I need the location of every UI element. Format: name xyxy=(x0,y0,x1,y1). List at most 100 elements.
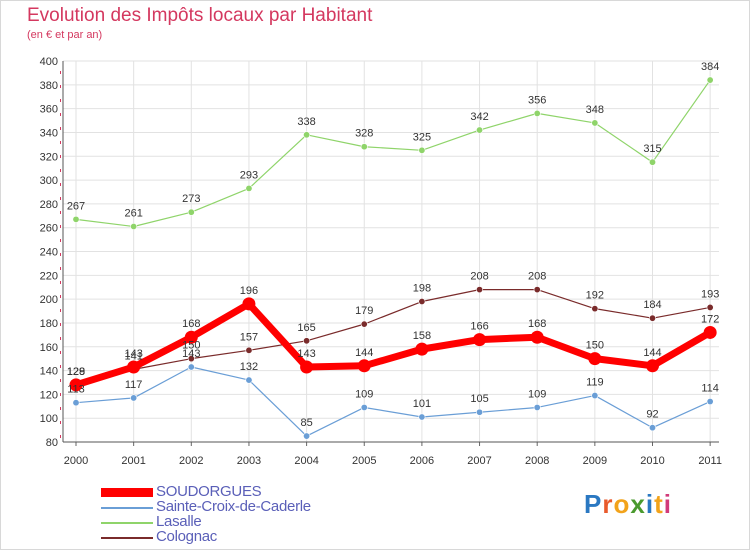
data-label-colognac: 179 xyxy=(355,305,373,317)
axis-dot xyxy=(60,113,61,116)
data-label-colognac: 141 xyxy=(124,350,142,362)
data-label-colognac: 165 xyxy=(297,322,315,334)
y-tick-label: 160 xyxy=(40,342,58,354)
x-tick-label: 2000 xyxy=(64,455,88,467)
data-label-sainte-croix-de-caderle: 117 xyxy=(125,379,143,391)
data-point-colognac xyxy=(187,355,195,363)
legend-item-colognac: Colognac xyxy=(101,528,361,545)
data-point-soudorgues xyxy=(473,333,487,347)
series-line-sainte-croix-de-caderle xyxy=(75,366,711,437)
data-label-colognac: 150 xyxy=(182,340,200,352)
axis-dot xyxy=(60,127,61,130)
data-label-lasalle: 293 xyxy=(240,169,258,181)
data-label-lasalle: 348 xyxy=(586,104,604,116)
y-tick-label: 320 xyxy=(40,151,58,163)
data-point-lasalle xyxy=(533,109,541,117)
proxiti-logo: Proxiti xyxy=(584,489,672,519)
legend-swatch-colognac xyxy=(101,537,153,539)
data-label-colognac: 184 xyxy=(643,299,661,311)
data-point-sainte-croix-de-caderle xyxy=(706,398,714,406)
axis-dot xyxy=(60,309,61,312)
data-label-sainte-croix-de-caderle: 109 xyxy=(528,388,546,400)
axis-dot xyxy=(60,393,61,396)
axis-dot xyxy=(60,337,61,340)
data-label-lasalle: 325 xyxy=(413,131,431,143)
axis-dot xyxy=(60,281,61,284)
data-point-soudorgues xyxy=(588,352,602,366)
data-label-soudorgues: 150 xyxy=(586,340,604,352)
data-label-sainte-croix-de-caderle: 132 xyxy=(240,361,258,373)
legend-label: Sainte-Croix-de-Caderle xyxy=(156,498,311,515)
axis-dot xyxy=(60,435,61,438)
y-tick-label: 380 xyxy=(40,80,58,92)
legend-label: SOUDORGUES xyxy=(156,483,262,500)
data-label-soudorgues: 158 xyxy=(413,330,431,342)
data-point-colognac xyxy=(360,320,368,328)
data-label-sainte-croix-de-caderle: 114 xyxy=(701,383,719,395)
y-tick-label: 220 xyxy=(40,270,58,282)
data-label-lasalle: 328 xyxy=(355,128,373,140)
chart-title: Evolution des Impôts locaux par Habitant xyxy=(27,5,373,26)
axis-dot xyxy=(60,197,61,200)
axis-dot xyxy=(60,351,61,354)
axis-dot xyxy=(60,211,61,214)
axis-dot xyxy=(60,295,61,298)
data-point-colognac xyxy=(648,314,656,322)
data-point-colognac xyxy=(303,337,311,345)
x-tick-label: 2003 xyxy=(237,455,261,467)
data-label-soudorgues: 168 xyxy=(528,318,546,330)
data-label-sainte-croix-de-caderle: 143 xyxy=(182,348,200,360)
data-point-sainte-croix-de-caderle xyxy=(130,394,138,402)
x-tick-label: 2005 xyxy=(352,455,376,467)
y-tick-label: 100 xyxy=(40,413,58,425)
data-label-colognac: 157 xyxy=(240,331,258,343)
data-label-lasalle: 342 xyxy=(470,111,488,123)
y-tick-label: 280 xyxy=(40,199,58,211)
data-label-soudorgues: 172 xyxy=(701,313,719,325)
data-label-sainte-croix-de-caderle: 119 xyxy=(586,377,604,389)
axis-dot xyxy=(60,71,61,74)
data-label-soudorgues: 143 xyxy=(297,348,315,360)
data-point-sainte-croix-de-caderle xyxy=(72,399,80,407)
data-label-soudorgues: 128 xyxy=(67,366,85,378)
data-point-sainte-croix-de-caderle xyxy=(591,392,599,400)
data-label-soudorgues: 144 xyxy=(643,347,661,359)
data-point-soudorgues xyxy=(300,360,314,374)
y-tick-label: 340 xyxy=(40,127,58,139)
axis-dot xyxy=(60,155,61,158)
data-label-lasalle: 338 xyxy=(297,116,315,128)
data-point-sainte-croix-de-caderle xyxy=(245,376,253,384)
data-label-lasalle: 356 xyxy=(528,94,546,106)
data-point-soudorgues xyxy=(703,325,717,339)
data-point-lasalle xyxy=(130,222,138,230)
axis-dot xyxy=(60,99,61,102)
data-label-colognac: 192 xyxy=(586,290,604,302)
y-tick-label: 140 xyxy=(40,366,58,378)
axis-dot xyxy=(60,407,61,410)
data-point-colognac xyxy=(476,286,484,294)
axis-dot xyxy=(60,239,61,242)
data-point-soudorgues xyxy=(69,378,83,392)
data-label-lasalle: 261 xyxy=(124,207,142,219)
data-label-lasalle: 315 xyxy=(643,143,661,155)
data-label-colognac: 208 xyxy=(528,271,546,283)
series-line-colognac xyxy=(75,289,711,386)
y-tick-label: 120 xyxy=(40,389,58,401)
legend-item-soudorgues: SOUDORGUES xyxy=(101,483,361,500)
data-point-sainte-croix-de-caderle xyxy=(418,413,426,421)
data-label-sainte-croix-de-caderle: 109 xyxy=(355,388,373,400)
x-tick-label: 2008 xyxy=(525,455,549,467)
legend-label: Lasalle xyxy=(156,513,202,530)
axis-dot xyxy=(60,85,61,88)
data-label-colognac: 193 xyxy=(701,288,719,300)
data-point-lasalle xyxy=(706,76,714,84)
data-point-lasalle xyxy=(303,131,311,139)
x-tick-label: 2009 xyxy=(583,455,607,467)
x-tick-label: 2010 xyxy=(640,455,664,467)
axis-dot xyxy=(60,379,61,382)
x-tick-label: 2001 xyxy=(121,455,145,467)
data-point-lasalle xyxy=(72,215,80,223)
series-line-soudorgues xyxy=(72,300,714,389)
